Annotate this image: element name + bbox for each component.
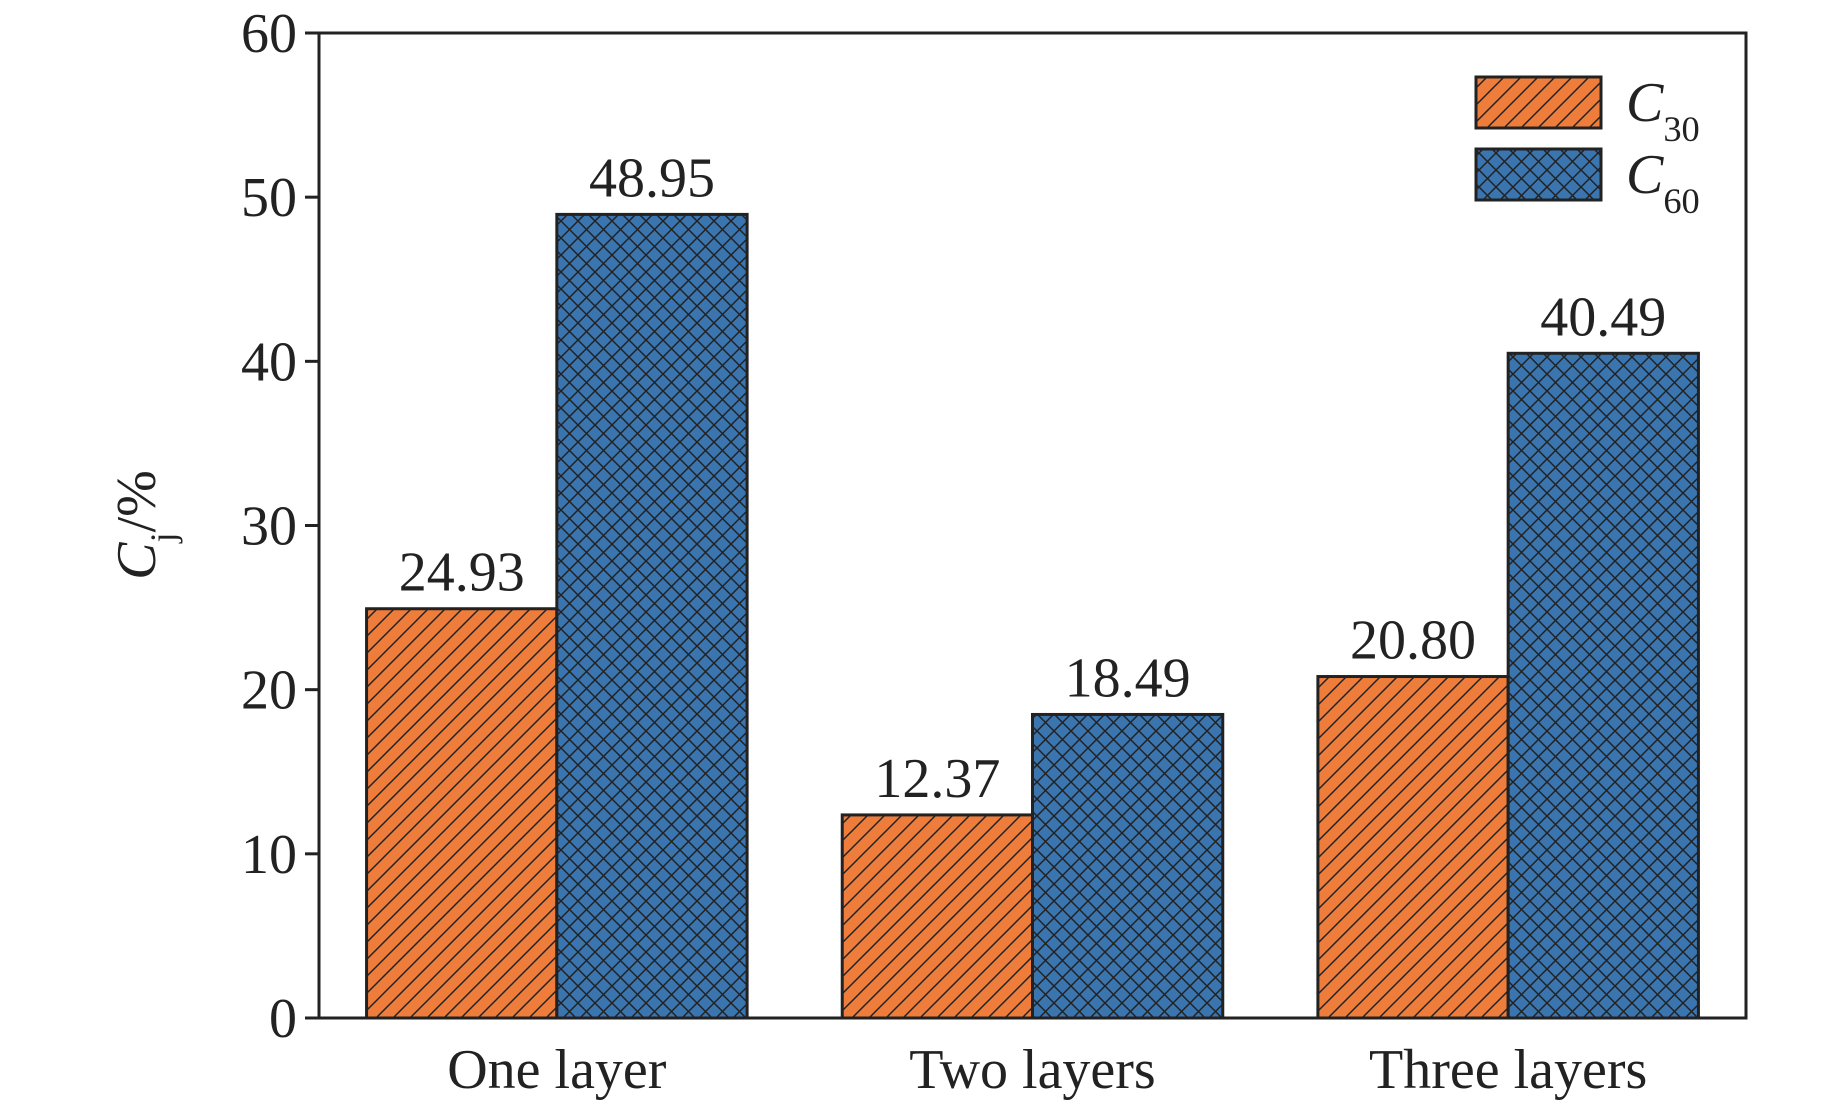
bar [1506, 351, 1700, 1020]
x-tick-label: Two layers [909, 1039, 1155, 1101]
y-axis-label: Cj/% [106, 470, 183, 580]
value-label: 20.80 [1350, 610, 1476, 672]
y-tick-label: 20 [241, 660, 297, 722]
legend-label: C60 [1626, 144, 1700, 221]
value-label: 48.95 [589, 147, 715, 209]
y-tick-label: 40 [241, 331, 297, 393]
x-tick-label: One layer [447, 1039, 667, 1101]
bar [1031, 712, 1225, 1020]
y-tick-label: 50 [241, 167, 297, 229]
bar [555, 212, 749, 1020]
y-tick-label: 30 [241, 496, 297, 558]
legend-swatch [1474, 147, 1603, 202]
x-tick-label: Three layers [1369, 1039, 1647, 1101]
bar [365, 607, 559, 1020]
value-label: 40.49 [1540, 286, 1666, 348]
y-tick-label: 60 [241, 3, 297, 65]
legend-label: C30 [1626, 72, 1700, 149]
value-label: 12.37 [874, 748, 1000, 810]
y-tick-label: 0 [269, 988, 297, 1050]
y-tick-label: 10 [241, 824, 297, 886]
value-label: 18.49 [1065, 647, 1191, 709]
legend-swatch [1474, 75, 1603, 130]
value-label: 24.93 [399, 542, 525, 604]
bar [840, 813, 1034, 1020]
bar [1316, 675, 1510, 1020]
